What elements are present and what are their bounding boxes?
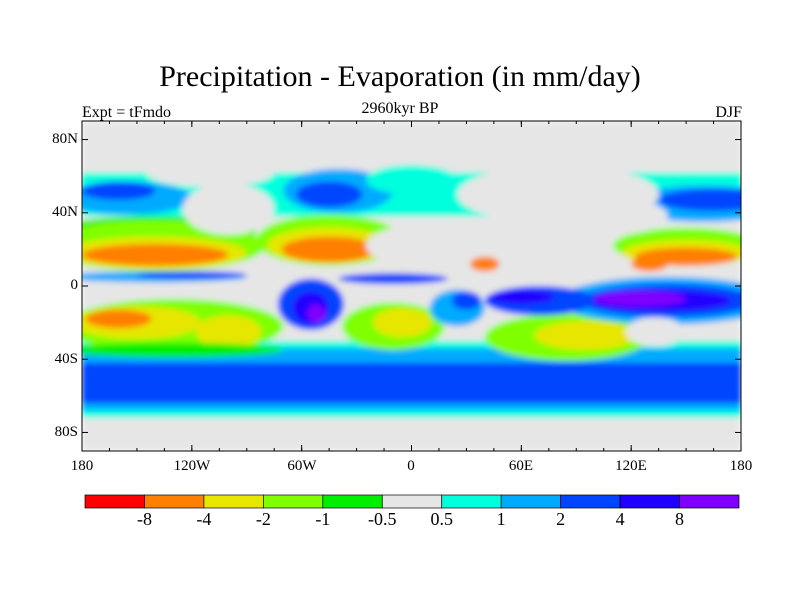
field-region bbox=[470, 256, 500, 272]
field-region bbox=[338, 273, 449, 285]
field-region bbox=[373, 307, 432, 338]
y-tick-label: 0 bbox=[70, 277, 79, 293]
colorbar-label: 2 bbox=[556, 509, 566, 529]
field-region bbox=[305, 134, 372, 164]
colorbar-swatch bbox=[203, 494, 264, 509]
field-region bbox=[82, 342, 284, 358]
field-region bbox=[85, 309, 152, 329]
colorbar-swatch bbox=[679, 494, 740, 509]
colorbar-swatch bbox=[560, 494, 621, 509]
colorbar-label: -8 bbox=[136, 509, 152, 529]
field-region bbox=[625, 317, 685, 347]
field-region bbox=[82, 243, 229, 266]
y-tick-label: 80N bbox=[52, 131, 78, 147]
y-tick-label: 80S bbox=[54, 424, 78, 440]
colorbar-swatch bbox=[441, 494, 502, 509]
y-tick-label: 40S bbox=[54, 351, 78, 367]
field-region bbox=[146, 157, 275, 188]
field-region bbox=[307, 304, 326, 323]
colorbar-label: 8 bbox=[675, 509, 685, 529]
field-region bbox=[457, 234, 531, 265]
subtitle-left: Expt = tFmdo bbox=[82, 104, 172, 121]
colorbar-swatch bbox=[500, 494, 561, 509]
subtitle-center: 2960kyr BP bbox=[361, 100, 439, 117]
colorbar-label: -4 bbox=[196, 509, 212, 529]
colorbar-swatch bbox=[322, 494, 383, 509]
x-tick-label: 120E bbox=[615, 458, 647, 474]
colorbar-swatch bbox=[619, 494, 680, 509]
x-tick-label: 60W bbox=[287, 458, 317, 474]
field-region bbox=[195, 315, 262, 349]
field-region bbox=[557, 198, 668, 235]
field-region bbox=[296, 181, 363, 208]
colorbar-swatch bbox=[84, 494, 145, 509]
x-tick-label: 180 bbox=[729, 458, 753, 474]
colorbar-label: 0.5 bbox=[430, 509, 453, 529]
colorbar-swatch bbox=[144, 494, 205, 509]
colorbar-label: 4 bbox=[615, 509, 625, 529]
field-region bbox=[365, 165, 458, 195]
field-region bbox=[534, 320, 637, 351]
x-tick-label: 180 bbox=[70, 458, 94, 474]
colorbar-label: -0.5 bbox=[368, 509, 397, 529]
field-region bbox=[82, 181, 156, 200]
subtitle-right: DJF bbox=[715, 104, 742, 121]
field-region bbox=[488, 289, 555, 305]
field-band bbox=[82, 362, 741, 404]
colorbar-label: 1 bbox=[496, 509, 506, 529]
field-region bbox=[658, 188, 741, 211]
x-tick-label: 0 bbox=[407, 458, 415, 474]
field-region bbox=[594, 291, 687, 307]
field-region bbox=[451, 291, 482, 310]
field-region bbox=[136, 271, 247, 279]
y-tick-label: 40N bbox=[52, 204, 78, 220]
chart-title: Precipitation - Evaporation (in mm/day) bbox=[159, 60, 641, 93]
x-tick-label: 60E bbox=[508, 458, 534, 474]
field-region bbox=[365, 223, 494, 268]
x-tick-label: 120W bbox=[173, 458, 211, 474]
colorbar-swatch bbox=[381, 494, 443, 509]
field-region bbox=[631, 256, 668, 272]
field-region bbox=[182, 183, 275, 235]
field-region bbox=[281, 236, 377, 263]
colorbar-label: -2 bbox=[255, 509, 271, 529]
colorbar-label: -1 bbox=[315, 509, 331, 529]
colorbar-swatch bbox=[263, 494, 324, 509]
